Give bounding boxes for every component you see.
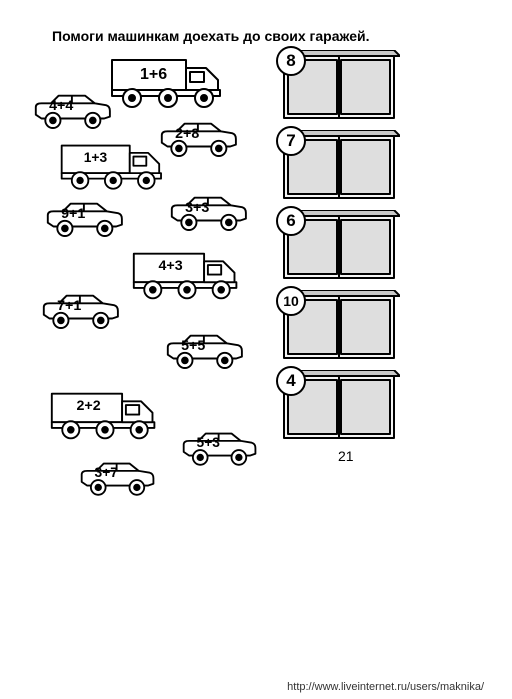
truck-icon	[130, 248, 242, 301]
vehicle-car: 5+5	[164, 330, 246, 377]
vehicle-car: 3+3	[168, 192, 250, 239]
garage-number-badge: 6	[276, 206, 306, 236]
garage: 6	[278, 210, 400, 287]
vehicle-truck: 1+6	[108, 54, 226, 115]
vehicle-label: 3+3	[185, 200, 209, 216]
vehicle-label: 2+2	[77, 398, 101, 414]
vehicle-label: 4+3	[159, 258, 183, 274]
vehicle-truck: 4+3	[130, 248, 242, 306]
garage-number-badge: 10	[276, 286, 306, 316]
vehicle-car: 3+7	[78, 458, 157, 503]
vehicle-label: 2+8	[175, 126, 199, 142]
vehicle-truck: 1+3	[58, 140, 167, 197]
vehicle-truck: 2+2	[48, 388, 160, 446]
vehicle-label: 4+4	[49, 98, 73, 114]
footer-url: http://www.liveinternet.ru/users/maknika…	[287, 681, 484, 693]
vehicle-label: 7+1	[57, 298, 81, 314]
vehicle-car: 2+8	[158, 118, 240, 165]
garage: 8	[278, 50, 400, 127]
page-number: 21	[338, 448, 354, 464]
page-title: Помоги машинкам доехать до своих гаражей…	[52, 28, 370, 44]
vehicle-label: 5+5	[181, 338, 205, 354]
garage: 7	[278, 130, 400, 207]
vehicle-label: 3+7	[95, 465, 118, 480]
vehicle-label: 1+3	[84, 150, 107, 165]
truck-icon	[58, 140, 167, 192]
vehicle-car: 7+1	[40, 290, 122, 337]
garage: 10	[278, 290, 400, 367]
truck-icon	[48, 388, 160, 441]
garage: 4	[278, 370, 400, 447]
vehicle-label: 9+1	[61, 206, 85, 222]
vehicle-label: 1+6	[140, 66, 167, 84]
garage-number-badge: 4	[276, 366, 306, 396]
vehicle-label: 5+3	[197, 435, 220, 450]
vehicle-car: 4+4	[32, 90, 114, 137]
vehicle-car: 5+3	[180, 428, 259, 473]
vehicle-car: 9+1	[44, 198, 126, 245]
garage-number-badge: 7	[276, 126, 306, 156]
garage-number-badge: 8	[276, 46, 306, 76]
